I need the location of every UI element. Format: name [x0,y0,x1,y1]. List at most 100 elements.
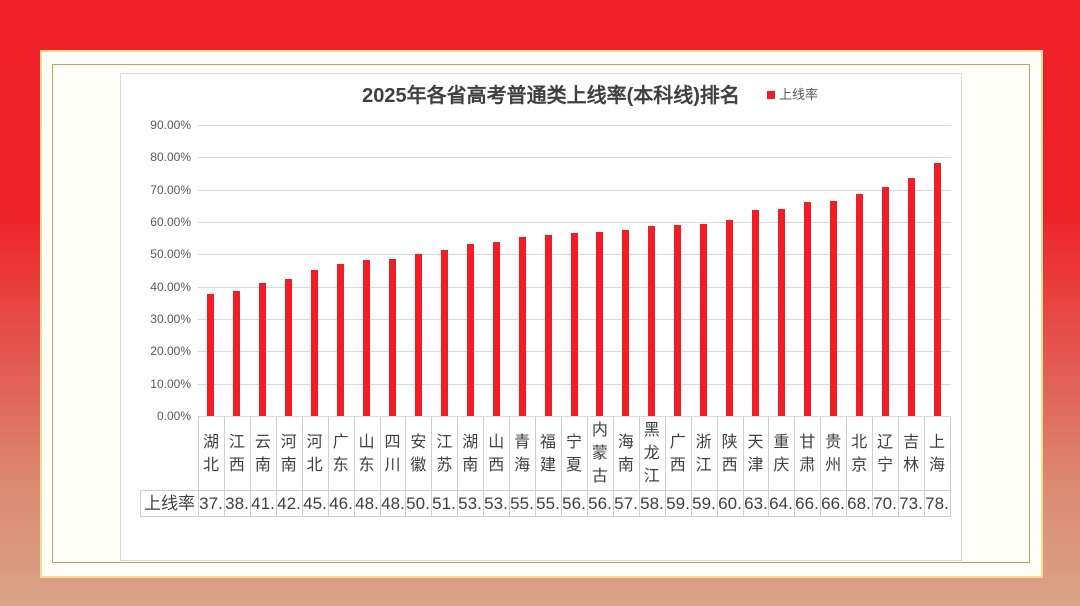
data-table-border [768,416,769,517]
data-table-cell: 60. [718,494,742,513]
data-table-border [509,416,510,517]
data-table-cell: 45. [303,494,327,513]
chart-bar [752,210,759,416]
chart-bar [259,282,266,416]
y-tick-label: 20.00% [150,344,191,358]
data-table-cell: 64. [769,494,793,513]
chart-bar [856,194,863,416]
data-table-border [665,416,666,517]
category-label: 青海 [514,433,531,474]
chart-bar [519,236,526,416]
y-tick-label: 80.00% [150,150,191,164]
category-cell: 广西 [665,417,691,490]
y-tick-label: 50.00% [150,247,191,261]
chart-bar [467,244,474,416]
data-table-border [140,490,141,517]
chart-bar [233,290,240,416]
data-table-cell: 50. [406,494,430,513]
category-cell: 甘肃 [794,417,820,490]
data-table-border [613,416,614,517]
category-label: 上海 [929,433,946,474]
gold-frame [52,64,1030,563]
data-table-cell: 63. [744,494,768,513]
data-table-border [820,416,821,517]
gridline [198,125,951,126]
data-table-cell: 57. [614,494,638,513]
gridline [198,416,951,417]
category-label: 陕西 [721,433,738,474]
chart-bar [908,178,915,416]
y-tick-label: 30.00% [150,312,191,326]
chart-bar [674,224,681,416]
data-table-border [405,416,406,517]
chart-bar [493,242,500,416]
category-label: 湖北 [202,433,219,474]
category-label: 江西 [228,433,245,474]
category-label: 海南 [617,433,634,474]
chart-bar [311,269,318,416]
category-label: 福建 [540,433,557,474]
category-cell: 内蒙古 [587,417,613,490]
data-table-border [691,416,692,517]
category-cell: 四川 [380,417,406,490]
data-table-cell: 55. [536,494,560,513]
category-cell: 河南 [276,417,302,490]
data-table-border [198,416,199,517]
chart-bar [726,219,733,416]
category-label: 广东 [332,433,349,474]
chart-bar [882,187,889,416]
category-cell: 辽宁 [872,417,898,490]
data-table-border [431,416,432,517]
category-label: 吉林 [903,433,920,474]
data-table-cell: 38. [225,494,249,513]
chart-bar [700,223,707,416]
data-table-border [354,416,355,517]
y-tick-label: 40.00% [150,280,191,294]
category-cell: 河北 [302,417,328,490]
category-cell: 青海 [509,417,535,490]
data-table-border [561,416,562,517]
data-table-cell: 51. [432,494,456,513]
chart-bar [571,233,578,416]
category-cell: 贵州 [820,417,846,490]
chart-bar [363,260,370,416]
data-table-cell: 41. [251,494,275,513]
category-label: 黑龙江 [643,422,660,485]
data-table-border [743,416,744,517]
category-label: 贵州 [825,433,842,474]
category-label: 湖南 [462,433,479,474]
data-table-cell: 66. [795,494,819,513]
category-cell: 重庆 [768,417,794,490]
data-table-border [483,416,484,517]
chart-bar [545,235,552,416]
data-table-cell: 70. [873,494,897,513]
category-label: 四川 [384,433,401,474]
category-cell: 广东 [328,417,354,490]
category-cell: 黑龙江 [639,417,665,490]
data-table-cell: 73. [899,494,923,513]
category-cell: 上海 [924,417,950,490]
category-cell: 福建 [535,417,561,490]
chart-bar [207,293,214,416]
data-table-cell: 48. [355,494,379,513]
data-table-cell: 58. [640,494,664,513]
chart-bar [285,278,292,416]
legend-label: 上线率 [779,87,819,102]
data-table-border [794,416,795,517]
gridline [198,222,951,223]
data-table-border [380,416,381,517]
chart-bar [778,208,785,416]
category-cell: 江西 [224,417,250,490]
chart-bar [441,250,448,416]
data-table-cell: 59. [666,494,690,513]
data-table-border [872,416,873,517]
data-table-cell: 68. [847,494,871,513]
data-table-border [250,416,251,517]
gridline [198,157,951,158]
category-cell: 湖北 [198,417,224,490]
category-label: 浙江 [695,433,712,474]
data-table-border [224,416,225,517]
category-cell: 北京 [846,417,872,490]
category-cell: 天津 [743,417,769,490]
category-label: 宁夏 [565,433,582,474]
